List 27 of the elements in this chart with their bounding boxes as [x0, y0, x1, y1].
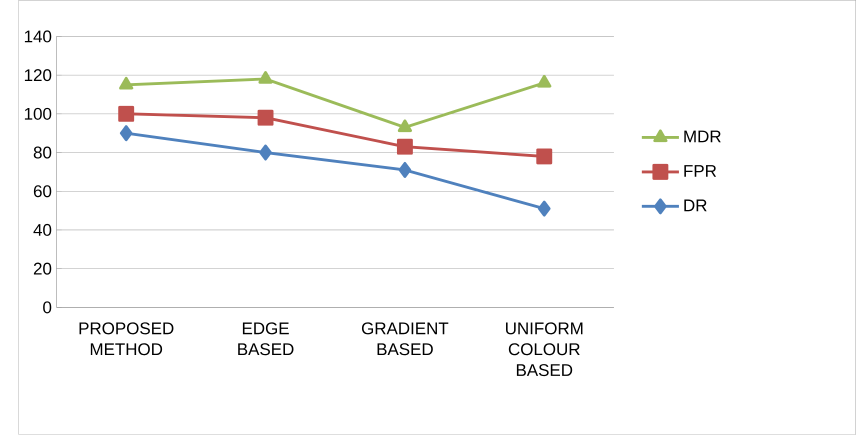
- y-tick-label: 140: [24, 30, 52, 43]
- y-tick-label: 60: [34, 185, 52, 198]
- y-tick-label: 80: [34, 146, 52, 159]
- legend-label: DR: [684, 200, 707, 212]
- x-tick-label: PROPOSED METHOD: [80, 322, 174, 356]
- x-tick-label: UNIFORM COLOUR BASED: [506, 322, 582, 376]
- point: [398, 120, 412, 132]
- point: [119, 77, 134, 90]
- y-tick-label: 120: [24, 69, 52, 82]
- point: [398, 162, 412, 178]
- y-tick-label: 100: [24, 108, 52, 120]
- point: [258, 71, 273, 84]
- point: [120, 125, 133, 142]
- y-tick-label: 0: [43, 301, 52, 314]
- y-tick-label: 20: [34, 262, 52, 275]
- y-tick-label: 40: [33, 224, 52, 236]
- point: [259, 144, 272, 161]
- point: [258, 110, 274, 126]
- x-tick-label: GRADIENT BASED: [362, 322, 448, 356]
- point: [537, 75, 552, 88]
- x-tick-label: EDGE BASED: [238, 322, 294, 356]
- legend-label: MDR: [684, 130, 721, 142]
- point: [536, 148, 552, 164]
- point: [118, 106, 134, 122]
- legend-label: FPR: [684, 165, 716, 177]
- point: [396, 138, 413, 155]
- point: [538, 200, 551, 217]
